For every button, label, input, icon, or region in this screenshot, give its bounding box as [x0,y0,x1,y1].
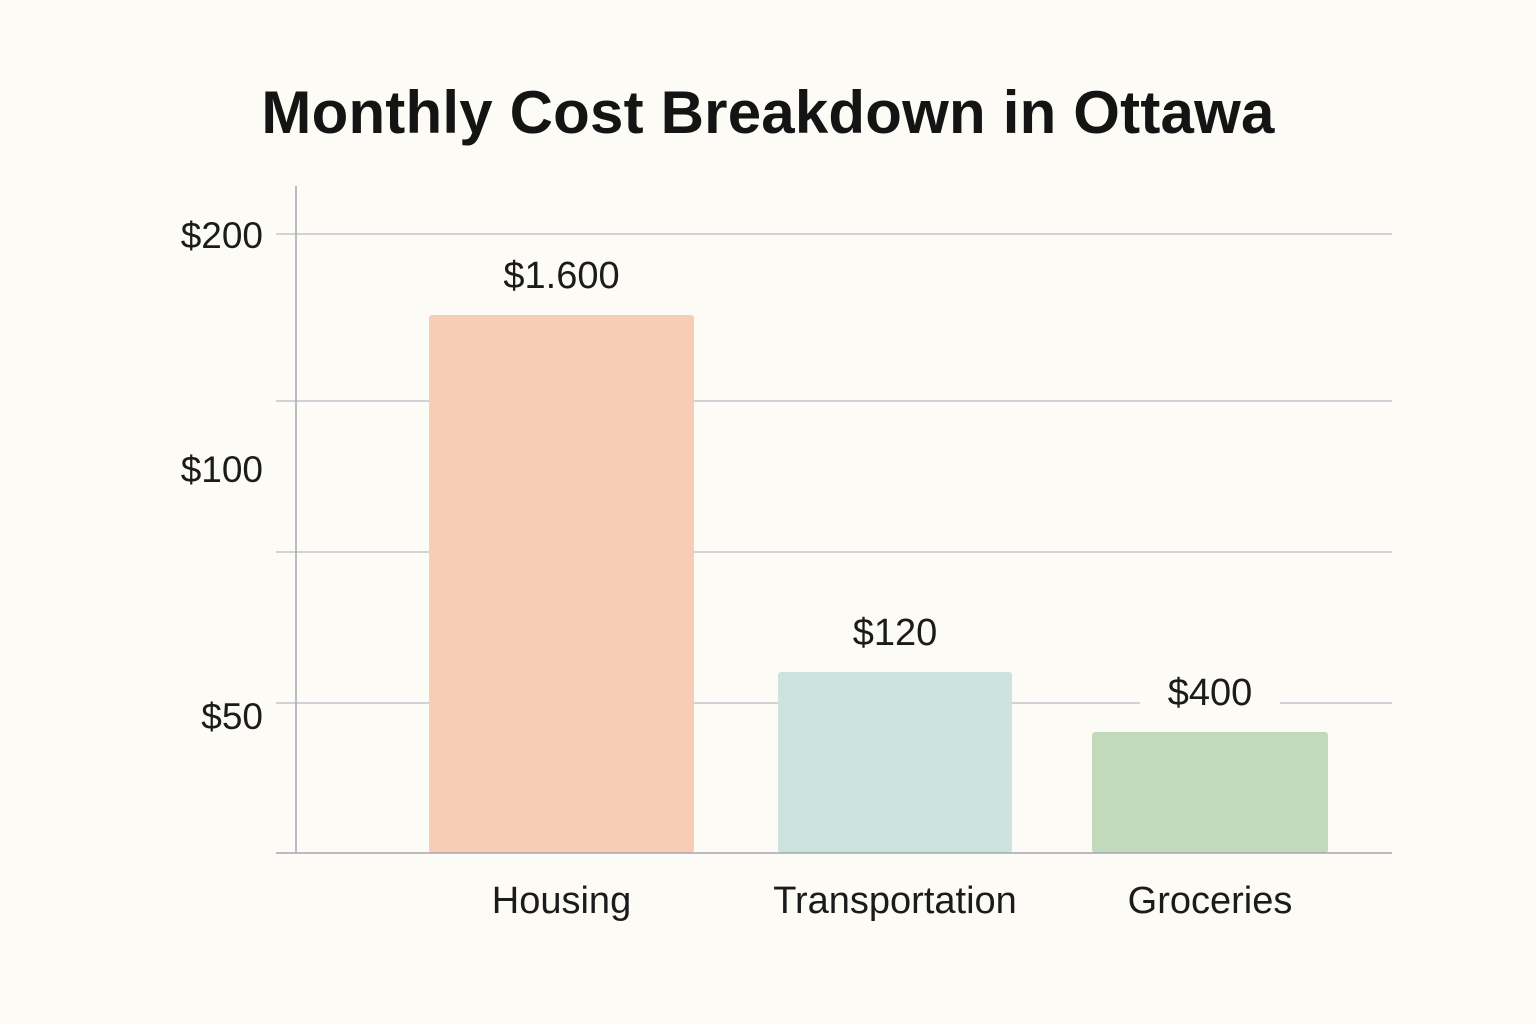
bar-transportation [778,672,1012,853]
value-label: $120 [853,612,938,654]
axes [276,186,1392,854]
category-label: Transportation [773,880,1017,922]
y-tick-label: $50 [201,696,263,737]
value-label: $400 [1168,672,1253,714]
bar-housing [429,315,694,853]
value-label-background [825,612,965,656]
y-tick-label: $200 [181,215,263,256]
value-label-background [1140,672,1280,716]
category-label: Groceries [1128,880,1293,922]
bar-groceries [1092,732,1328,853]
y-tick-label: $100 [181,449,263,490]
labels: $200 $100 $50 $1.600 Housing $120 Transportati… [181,215,1293,922]
value-label: $1.600 [503,255,619,297]
chart-title: Monthly Cost Breakdown in Ottawa [261,79,1275,146]
value-label-background [491,255,632,299]
bars [429,315,1328,853]
category-label: Housing [492,880,631,922]
